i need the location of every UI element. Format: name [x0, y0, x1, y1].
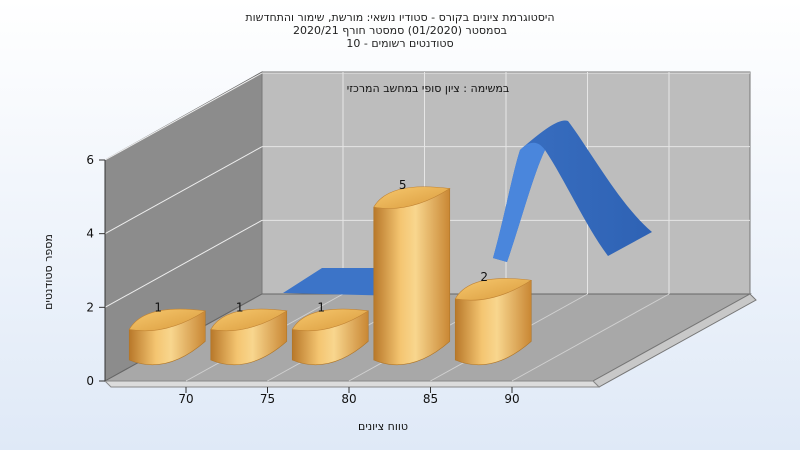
bar-top-cap — [373, 186, 451, 209]
data-label: 5 — [399, 178, 407, 192]
y-tick-label: 6 — [86, 153, 94, 167]
data-label: 1 — [317, 300, 325, 314]
y-tick-label: 4 — [86, 227, 94, 241]
x-tick-label: 75 — [260, 392, 275, 406]
bar-top-cap — [128, 308, 207, 332]
x-tick-label: 85 — [423, 392, 438, 406]
x-tick-label: 90 — [504, 392, 519, 406]
chart-title-line-2: בסמסטר (01/2020) סמסטר חורף 2020/21 — [293, 24, 507, 37]
y-axis-title: מספר סטודנטים — [42, 234, 55, 310]
bar-top-cap — [454, 278, 533, 301]
trend-ribbon-highlight — [493, 142, 545, 262]
x-tick-label: 80 — [341, 392, 356, 406]
chart-title-line-3: סטודנטים רשומים - 10 — [346, 37, 454, 50]
x-tick-label: 70 — [178, 392, 193, 406]
data-label: 2 — [480, 270, 488, 284]
bar-85 — [373, 186, 451, 366]
bar-75 — [210, 308, 288, 366]
y-tick-label: 2 — [86, 300, 94, 314]
bar-top-cap — [210, 308, 288, 332]
x-axis-title: טווח ציונים — [358, 420, 408, 433]
y-tick-label: 0 — [86, 374, 94, 388]
front-edge — [103, 380, 601, 388]
y-gridline-side — [104, 72, 263, 161]
y-gridline-side — [104, 219, 263, 308]
y-gridline-side — [104, 146, 263, 235]
bar-80 — [291, 308, 370, 366]
data-label: 1 — [236, 300, 244, 314]
bar-70 — [128, 308, 207, 366]
bar-90 — [454, 278, 533, 366]
chart-subtitle: במשימה : ציון סופי במחשב המרכזי — [347, 82, 510, 95]
x-gridline-floor — [511, 293, 670, 382]
chart-title-line-1: היסטוגרמת ציונים בקורס - סטודיו נושאי: מ… — [245, 11, 555, 24]
bar-body — [373, 188, 451, 366]
bars-layer: 1 1 1 5 2 — [128, 178, 533, 366]
data-label: 1 — [154, 300, 162, 314]
bar-top-cap — [291, 308, 370, 332]
